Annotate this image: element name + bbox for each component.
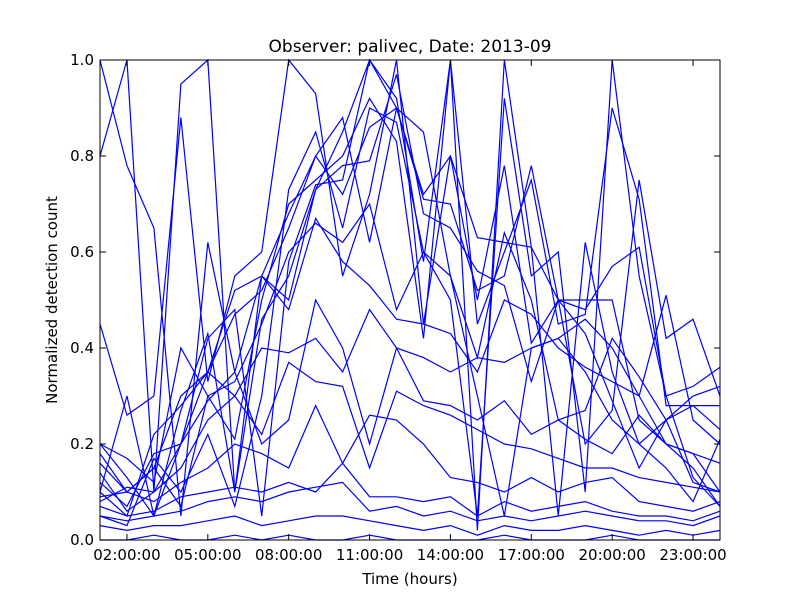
- y-tick-label: 0.0: [70, 531, 94, 549]
- series-lines: [99, 58, 721, 541]
- series-line-9: [99, 202, 721, 484]
- series-line-10: [99, 216, 721, 493]
- series-line-5: [99, 58, 721, 531]
- y-tick-label: 0.2: [70, 435, 94, 453]
- x-tick-label: 11:00:00: [336, 546, 403, 564]
- series-line-16: [99, 481, 721, 527]
- x-tick-label: 14:00:00: [417, 546, 484, 564]
- y-tick-label: 0.6: [70, 243, 94, 261]
- y-tick-label: 1.0: [70, 51, 94, 69]
- series-line-14: [99, 404, 721, 512]
- series-line-7: [99, 59, 720, 508]
- series-line-13: [99, 361, 721, 513]
- x-tick-label: 02:00:00: [93, 546, 160, 564]
- series-line-17: [99, 515, 721, 536]
- x-tick-label: 23:00:00: [659, 546, 726, 564]
- series-line-18: [100, 534, 720, 541]
- series-line-8: [99, 107, 721, 508]
- series-line-15: [99, 462, 721, 522]
- plot-frame: [99, 59, 721, 541]
- series-line-3: [99, 58, 721, 493]
- y-tick-label: 0.4: [70, 339, 94, 357]
- x-tick-label: 17:00:00: [498, 546, 565, 564]
- x-tick-label: 20:00:00: [578, 546, 645, 564]
- series-line-2: [99, 106, 721, 517]
- chart-title: Observer: palivec, Date: 2013-09: [269, 37, 552, 57]
- series-line-1: [99, 58, 721, 517]
- series-line-6: [99, 59, 721, 527]
- y-axis-label: Normalized detection count: [43, 196, 61, 404]
- series-line-4: [99, 58, 721, 446]
- y-axis: 0.0 0.2 0.4 0.6 0.8 1.0: [70, 51, 720, 549]
- x-axis-label: Time (hours): [361, 570, 457, 588]
- x-tick-label: 08:00:00: [255, 546, 322, 564]
- series-line-11: [99, 308, 721, 518]
- y-tick-label: 0.8: [70, 147, 94, 165]
- x-axis: 02:00:00 05:00:00 08:00:00 11:00:00 14:00:00…: [93, 60, 727, 564]
- x-tick-label: 05:00:00: [174, 546, 241, 564]
- series-line-12: [99, 298, 721, 503]
